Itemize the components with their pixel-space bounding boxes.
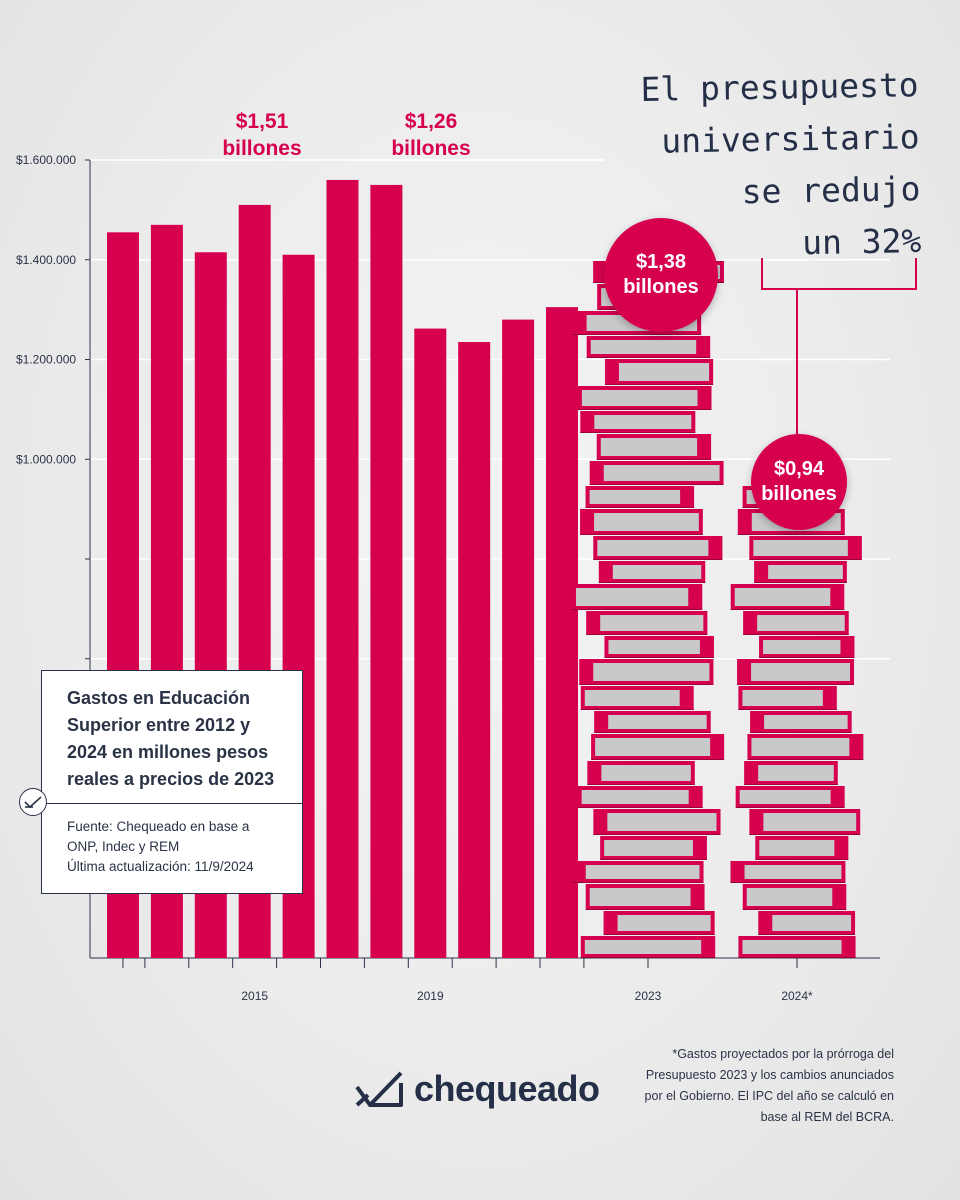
circle-label-2024: $0,94 billones bbox=[751, 434, 847, 530]
info-divider bbox=[42, 803, 302, 804]
footnote: *Gastos proyectados por la prórroga del … bbox=[644, 1047, 894, 1124]
label-peak-2015-unit: billones bbox=[222, 137, 302, 160]
headline-line-4: un 32% bbox=[801, 221, 922, 263]
info-source: Fuente: Chequeado en base a ONP, Indec y… bbox=[42, 804, 302, 877]
book-stack-2024* bbox=[730, 486, 864, 958]
label-peak-2015: $1,51 billones bbox=[182, 108, 342, 162]
info-title: Gastos en Educación Superior entre 2012 … bbox=[67, 688, 275, 789]
x-tick-label: 2024* bbox=[781, 989, 813, 1003]
x-tick-label: 2019 bbox=[417, 989, 444, 1003]
circle-label-2024-unit: billones bbox=[761, 483, 837, 505]
bar-2020 bbox=[458, 342, 491, 958]
bar-2021 bbox=[502, 319, 535, 959]
label-peak-2015-amount: $1,51 bbox=[235, 110, 289, 133]
brand-name: chequeado bbox=[414, 1068, 600, 1109]
bracket bbox=[761, 258, 917, 290]
bar-2019 bbox=[414, 328, 447, 958]
y-tick-label: $1.200.000 bbox=[16, 353, 76, 367]
brand-logo: chequeado bbox=[354, 1068, 600, 1110]
headline-line-1: El presupuesto bbox=[640, 65, 919, 109]
info-source-line-1: Fuente: Chequeado en base a bbox=[67, 819, 250, 834]
headline: El presupuesto universitario se redujo u… bbox=[588, 59, 922, 273]
chequeado-logo-icon bbox=[355, 1071, 403, 1107]
x-tick-label: 2015 bbox=[241, 989, 268, 1003]
bar-2017 bbox=[326, 179, 359, 958]
bar-2022 bbox=[546, 307, 578, 959]
info-updated: Última actualización: 11/9/2024 bbox=[67, 859, 254, 874]
circle-label-2023: $1,38 billones bbox=[604, 218, 718, 332]
label-2019-amount: $1,26 bbox=[404, 110, 458, 133]
chequeado-check-icon bbox=[19, 788, 47, 816]
info-source-line-2: ONP, Indec y REM bbox=[67, 839, 180, 854]
circle-label-2023-amount: $1,38 bbox=[635, 251, 687, 273]
y-tick-label: $1.600.000 bbox=[16, 153, 76, 167]
info-box: Gastos en Educación Superior entre 2012 … bbox=[41, 670, 303, 894]
circle-label-2023-unit: billones bbox=[623, 276, 699, 298]
label-2019: $1,26 billones bbox=[351, 108, 511, 162]
bar-2018 bbox=[370, 184, 403, 958]
book-stack-2023 bbox=[571, 261, 725, 958]
x-tick-label: 2023 bbox=[635, 989, 662, 1003]
y-tick-label: $1.400.000 bbox=[16, 253, 76, 267]
headline-line-2: universitario bbox=[660, 117, 920, 161]
headline-line-3: se redujo bbox=[741, 169, 921, 212]
circle-label-2024-amount: $0,94 bbox=[773, 458, 825, 480]
label-2019-unit: billones bbox=[391, 137, 471, 160]
y-tick-label: $1.000.000 bbox=[16, 452, 76, 466]
